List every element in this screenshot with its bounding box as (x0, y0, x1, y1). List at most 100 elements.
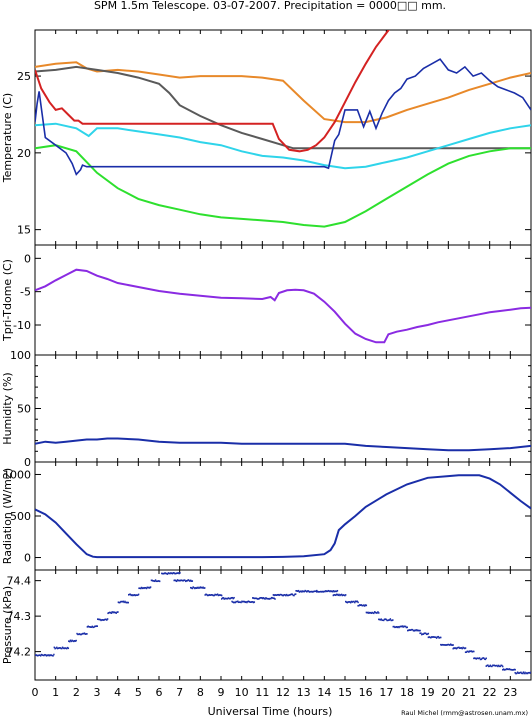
x-tick-label: 14 (317, 686, 331, 699)
series-group (35, 30, 531, 228)
pressure-point (187, 579, 189, 581)
pressure-point (378, 612, 380, 614)
pressure-point (56, 646, 58, 649)
pressure-point (520, 671, 522, 674)
pressure-point (421, 633, 424, 635)
pressure-point (422, 633, 425, 635)
pressure-point (495, 664, 497, 667)
pressure-point (318, 590, 320, 593)
pressure-point (501, 664, 503, 667)
pressure-point (77, 633, 80, 636)
pressure-point (128, 593, 130, 596)
pressure-point (69, 639, 72, 642)
pressure-point (247, 600, 249, 603)
pressure-point (130, 594, 132, 597)
pressure-point (63, 647, 65, 650)
pressure-point (335, 590, 338, 593)
pressure-point (113, 611, 116, 614)
pressure-point (166, 572, 168, 575)
pressure-point (146, 586, 148, 589)
series-line (35, 30, 390, 153)
pressure-point (216, 593, 219, 596)
pressure-point (366, 612, 368, 614)
pressure-point (467, 650, 469, 653)
pressure-point (377, 611, 379, 613)
pressure-point (447, 643, 449, 646)
pressure-point (473, 650, 475, 653)
series-group (35, 268, 531, 344)
pressure-point (291, 593, 294, 596)
pressure-point (294, 593, 297, 595)
pressure-point (272, 597, 275, 600)
pressure-point (82, 632, 85, 635)
pressure-point (62, 647, 65, 649)
pressure-point (296, 590, 298, 592)
y-tick-label: 500 (10, 510, 31, 523)
pressure-point (64, 647, 66, 649)
x-tick-label: 7 (176, 686, 183, 699)
pressure-point (327, 589, 330, 592)
pressure-point (135, 594, 137, 596)
pressure-point (408, 629, 411, 631)
y-tick-label: 1000 (3, 468, 31, 481)
pressure-point (464, 647, 466, 650)
pressure-point (385, 618, 387, 621)
pressure-point (468, 651, 470, 653)
pressure-point (198, 586, 200, 589)
pressure-point (175, 580, 178, 583)
pressure-point (316, 590, 319, 593)
pressure-point (437, 635, 439, 638)
pressure-point (518, 672, 520, 674)
pressure-point (124, 600, 126, 603)
pressure-point (335, 594, 337, 597)
pressure-point (458, 646, 460, 649)
pressure-point (110, 612, 113, 614)
pressure-point (392, 619, 394, 621)
pressure-point (294, 593, 296, 596)
pressure-point (171, 572, 174, 575)
x-tick-label: 23 (503, 686, 517, 699)
plot-frame (34, 244, 532, 356)
pressure-point (345, 600, 347, 603)
pressure-point (170, 572, 172, 574)
pressure-point (474, 657, 477, 660)
pressure-point (92, 626, 94, 629)
x-tick-label: 17 (379, 686, 393, 699)
pressure-point (253, 601, 256, 603)
pressure-point (157, 580, 159, 582)
x-tick-label: 8 (197, 686, 204, 699)
pressure-point (128, 593, 131, 596)
pressure-point (184, 579, 186, 582)
pressure-point (87, 625, 89, 628)
pressure-point (109, 611, 112, 614)
y-axis-label: Pressure (kPa) (1, 586, 14, 664)
pressure-point (168, 572, 170, 575)
pressure-point (219, 594, 221, 597)
pressure-point (407, 629, 410, 632)
pressure-point (411, 628, 414, 631)
pressure-point (365, 604, 368, 607)
pressure-point (503, 669, 506, 671)
pressure-point (390, 619, 392, 622)
pressure-point (285, 594, 287, 597)
pressure-point (238, 601, 241, 603)
pressure-point (255, 597, 257, 600)
pressure-point (304, 589, 306, 592)
pressure-point (213, 594, 215, 597)
pressure-point (274, 598, 276, 600)
pressure-point (445, 644, 447, 646)
pressure-point (119, 601, 121, 604)
pressure-point (440, 644, 443, 646)
pressure-point (197, 587, 199, 589)
pressure-point (439, 636, 441, 639)
pressure-point (489, 664, 492, 667)
pressure-point (421, 633, 423, 636)
pressure-point (443, 644, 445, 646)
pressure-point (188, 579, 190, 582)
pressure-point (323, 590, 325, 593)
pressure-point (268, 598, 270, 600)
pressure-point (281, 594, 284, 597)
pressure-point (411, 628, 413, 631)
pressure-point (373, 612, 375, 615)
pressure-point (507, 668, 509, 671)
